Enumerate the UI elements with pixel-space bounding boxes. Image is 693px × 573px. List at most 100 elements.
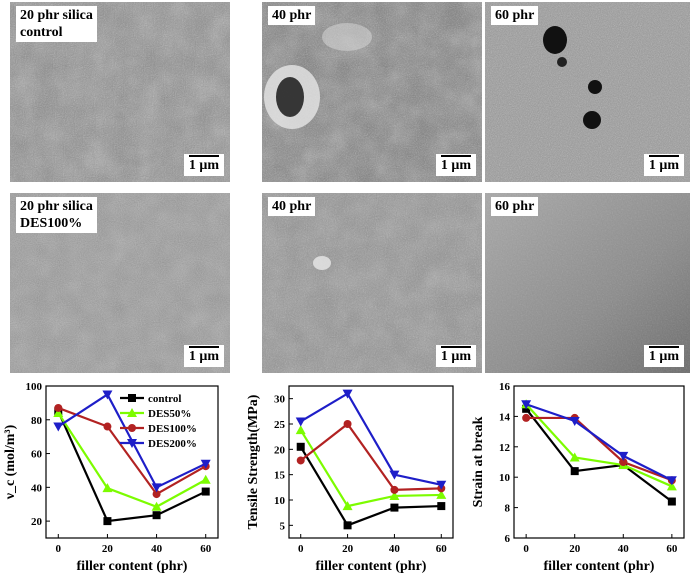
tem-micrograph (485, 193, 690, 373)
data-point (151, 483, 162, 493)
series-control (296, 442, 446, 530)
panel-label: 40 phr (268, 197, 316, 216)
series-line (300, 392, 442, 486)
data-point (201, 487, 210, 496)
scale-bar: 1 μm (643, 154, 684, 176)
data-point (570, 467, 579, 476)
series-DES200% (295, 389, 447, 490)
y-tick-label: 16 (499, 381, 511, 393)
data-point (618, 451, 629, 461)
legend-marker (127, 408, 137, 417)
data-point (666, 481, 677, 491)
panel-label: 60 phr (491, 6, 539, 25)
data-point (437, 502, 446, 511)
data-point (343, 521, 352, 530)
data-point (103, 517, 112, 526)
y-tick-label: 6 (505, 533, 511, 545)
y-tick-label: 14 (499, 411, 511, 423)
scale-bar-label: 1 μm (440, 158, 471, 173)
scale-bar-label: 1 μm (648, 158, 679, 173)
data-point (200, 474, 211, 484)
series-line (57, 406, 207, 496)
data-point (295, 425, 306, 435)
data-point (389, 490, 400, 500)
x-tick-label: 60 (200, 543, 212, 555)
y-tick-label: 10 (499, 472, 511, 484)
series-DES50% (295, 425, 447, 511)
data-point (569, 452, 580, 462)
panel-label: 20 phr silica control (16, 6, 97, 42)
strain-at-break-chart: 0 20 40 60 6 8 10 12 14 16 filler content (phr) Str… (471, 381, 685, 573)
y-tick-label: 100 (26, 381, 43, 393)
data-point (200, 459, 211, 469)
panel-label: 60 phr (491, 197, 539, 216)
tem-micrograph (485, 2, 690, 182)
legend-label: DES100% (148, 423, 197, 435)
x-axis-label: filler content (phr) (316, 559, 427, 573)
series-line (299, 429, 442, 508)
data-point (103, 422, 112, 431)
tem-panel-des100-40phr: 40 phr 1 μm (262, 193, 482, 373)
scale-bar: 1 μm (183, 345, 224, 367)
data-point (152, 511, 161, 520)
series-line (525, 403, 673, 482)
plot-frame (288, 385, 454, 539)
y-tick-label: 40 (31, 482, 43, 494)
x-tick-label: 20 (569, 543, 581, 555)
data-point (296, 456, 305, 465)
series-line (57, 410, 207, 523)
series-DES100% (54, 403, 210, 499)
data-point (342, 501, 353, 511)
legend-marker (128, 424, 136, 432)
x-tick-label: 60 (666, 543, 678, 555)
data-point (436, 489, 447, 499)
tem-micrograph (262, 193, 482, 373)
x-tick-label: 0 (56, 543, 62, 555)
x-tick-label: 40 (389, 543, 401, 555)
series-line (525, 408, 673, 503)
y-tick-label: 8 (505, 503, 511, 515)
tem-panel-control-60phr: 60 phr 1 μm (485, 2, 690, 182)
panel-label: 20 phr silica DES100% (16, 197, 97, 233)
series-DES50% (521, 399, 677, 491)
y-axis-label: Strain at break (471, 416, 486, 507)
legend-marker (128, 394, 136, 402)
data-point (666, 476, 677, 486)
tem-micrograph (262, 2, 482, 182)
scale-bar-label: 1 μm (648, 349, 679, 364)
x-axis-label: filler content (phr) (77, 559, 188, 573)
data-point (522, 413, 531, 422)
data-point (390, 485, 399, 494)
y-tick-label: 20 (31, 516, 43, 528)
data-point (53, 422, 64, 432)
y-tick-label: 12 (499, 442, 511, 454)
y-tick-label: 30 (274, 394, 286, 406)
series-DES50% (53, 408, 211, 511)
data-point (53, 408, 64, 418)
data-point (390, 503, 399, 512)
x-tick-label: 40 (618, 543, 630, 555)
scale-bar-label: 1 μm (188, 349, 219, 364)
y-tick-label: 25 (274, 419, 286, 431)
series-line (300, 422, 442, 491)
y-tick-label: 80 (31, 415, 43, 427)
data-point (342, 389, 353, 399)
plot-frame (45, 385, 219, 539)
scale-bar: 1 μm (183, 154, 224, 176)
data-point (521, 400, 532, 410)
series-DES100% (296, 420, 446, 494)
y-tick-label: 60 (31, 449, 43, 461)
tem-panel-control-40phr: 40 phr 1 μm (262, 2, 482, 182)
x-tick-label: 40 (151, 543, 163, 555)
y-tick-label: 10 (274, 495, 286, 507)
scale-bar-label: 1 μm (188, 158, 219, 173)
crosslink-density-chart: 0 20 40 60 20 40 60 80 100 filler content (phr) ν_… (3, 381, 219, 573)
tensile-strength-chart: 0 20 40 60 5 10 15 20 25 30 filler content (phr) Te… (246, 385, 454, 573)
scale-bar: 1 μm (435, 345, 476, 367)
tem-panel-control-20phr: 20 phr silica control 1 μm (10, 2, 230, 182)
series-DES200% (521, 400, 677, 486)
data-point (296, 442, 305, 451)
x-tick-label: 60 (436, 543, 448, 555)
data-point (343, 420, 352, 428)
x-tick-label: 0 (523, 543, 529, 555)
